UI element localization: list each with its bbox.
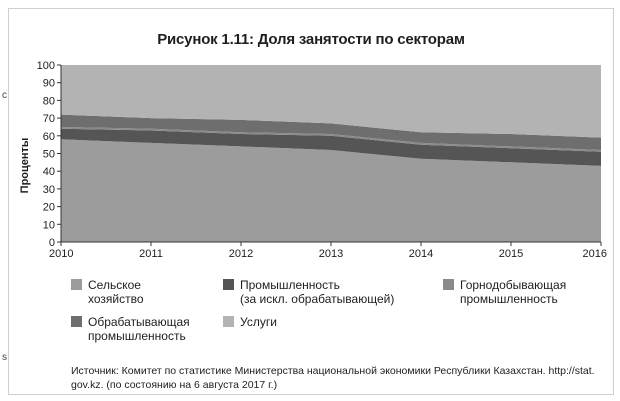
y-tick-label: 80 xyxy=(43,95,55,107)
x-tick-label: 2011 xyxy=(139,248,163,260)
y-axis-label: Проценты xyxy=(19,138,31,194)
chart-title: Рисунок 1.11: Доля занятости по секторам xyxy=(157,31,465,48)
y-tick-label: 70 xyxy=(43,113,55,125)
legend-label: Промышленность (за искл. обрабатывающей) xyxy=(240,278,395,306)
y-tick-label: 30 xyxy=(43,184,55,196)
y-tick-label: 10 xyxy=(43,219,55,231)
x-axis: 2010 2011 2012 2013 2014 2015 2016 xyxy=(49,241,607,260)
legend-swatch xyxy=(223,316,234,327)
y-tick-label: 40 xyxy=(43,166,55,178)
edge-mark: s xyxy=(2,352,7,363)
x-tick-label: 2016 xyxy=(583,248,607,260)
y-tick-label: 50 xyxy=(43,149,55,161)
legend-swatch xyxy=(71,279,82,290)
area-series xyxy=(61,139,601,242)
legend-swatch xyxy=(223,279,234,290)
y-tick-label: 100 xyxy=(37,60,55,72)
y-tick-label: 90 xyxy=(43,78,55,90)
x-tick-label: 2012 xyxy=(229,248,253,260)
area-series xyxy=(61,65,601,138)
y-axis: 0 10 20 30 40 50 60 70 80 90 100 xyxy=(37,60,62,249)
x-tick-label: 2014 xyxy=(409,248,433,260)
y-tick-label: 60 xyxy=(43,131,55,143)
legend-swatch xyxy=(443,279,454,290)
legend-swatch xyxy=(71,316,82,327)
x-tick-label: 2013 xyxy=(319,248,343,260)
legend-label: Услуги xyxy=(240,315,277,329)
area-layers xyxy=(61,65,601,242)
edge-mark: с xyxy=(2,90,7,101)
area-series xyxy=(61,114,601,150)
legend-label: Горнодобывающая промышленность xyxy=(460,278,567,306)
source-line-2: gov.kz. (по состоянию на 6 августа 2017 … xyxy=(71,379,278,391)
legend-item-agriculture: Сельское хозяйство xyxy=(71,278,144,306)
legend-item-manufacturing: Обрабатывающая промышленность xyxy=(71,315,190,343)
area-series xyxy=(61,128,601,166)
x-tick-label: 2010 xyxy=(49,248,73,260)
legend-item-industry: Промышленность (за искл. обрабатывающей) xyxy=(223,278,394,306)
area-series xyxy=(61,127,601,152)
source-note: Источник: Комитет по статистике Министер… xyxy=(71,364,611,392)
source-line-1: Источник: Комитет по статистике Министер… xyxy=(71,365,595,377)
figure-frame: Рисунок 1.11: Доля занятости по секторам… xyxy=(8,8,614,395)
legend-label: Обрабатывающая промышленность xyxy=(88,315,190,343)
x-tick-label: 2015 xyxy=(499,248,523,260)
legend-label: Сельское хозяйство xyxy=(88,278,144,306)
legend-item-mining: Горнодобывающая промышленность xyxy=(443,278,566,306)
legend-item-services: Услуги xyxy=(223,315,277,329)
y-tick-label: 20 xyxy=(43,202,55,214)
y-tick-label: 0 xyxy=(49,237,55,249)
